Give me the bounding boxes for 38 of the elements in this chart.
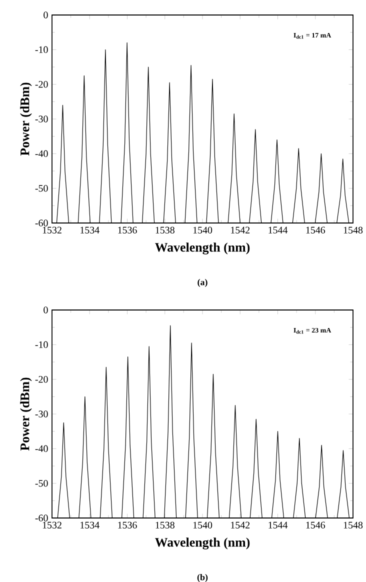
- y-tick-label: -10: [35, 46, 48, 54]
- y-tick-label: -60: [35, 220, 48, 226]
- y-tick-label: -20: [35, 80, 48, 88]
- x-tick-label: 1532: [42, 522, 62, 528]
- x-tick-label: 1540: [193, 226, 212, 234]
- text: (b): [197, 574, 208, 582]
- x-axis-title: Wavelength (nm): [155, 242, 250, 254]
- y-tick-label: 0: [44, 12, 48, 18]
- y-tick-label: -10: [35, 341, 48, 348]
- x-tick-label: 1542: [231, 522, 250, 528]
- y-tick-label: -40: [35, 150, 48, 158]
- x-tick-label: 1534: [80, 226, 100, 234]
- x-tick-label: 1536: [118, 226, 137, 234]
- x-tick-label: 1540: [193, 522, 212, 528]
- x-tick-label: 1536: [118, 522, 137, 528]
- y-axis-title: Power (dBm): [20, 378, 32, 451]
- x-tick-label: 1534: [80, 522, 100, 528]
- x-tick-label: 1546: [306, 522, 326, 528]
- x-tick-label: 1538: [156, 522, 174, 528]
- x-tick-label: 1542: [231, 226, 250, 234]
- y-tick-label: -30: [35, 116, 48, 122]
- x-tick-label: 1548: [344, 226, 363, 234]
- x-tick-label: 1548: [344, 522, 363, 528]
- y-tick-label: -50: [35, 184, 48, 192]
- y-tick-label: -20: [35, 376, 48, 383]
- x-tick-label: 1532: [42, 226, 62, 234]
- y-tick-label: -60: [35, 514, 48, 522]
- x-tick-label: 1538: [156, 226, 174, 234]
- y-tick-label: -40: [35, 445, 48, 452]
- y-tick-label: 0: [44, 306, 48, 314]
- y-axis-title: Power (dBm): [20, 82, 32, 156]
- x-axis-title: Wavelength (nm): [155, 538, 250, 550]
- x-tick-label: 1544: [268, 522, 288, 528]
- y-tick-label: -30: [35, 410, 48, 418]
- text: (a): [198, 278, 208, 288]
- x-tick-label: 1544: [268, 226, 288, 234]
- y-tick-label: -50: [35, 480, 48, 487]
- x-tick-label: 1546: [306, 226, 326, 234]
